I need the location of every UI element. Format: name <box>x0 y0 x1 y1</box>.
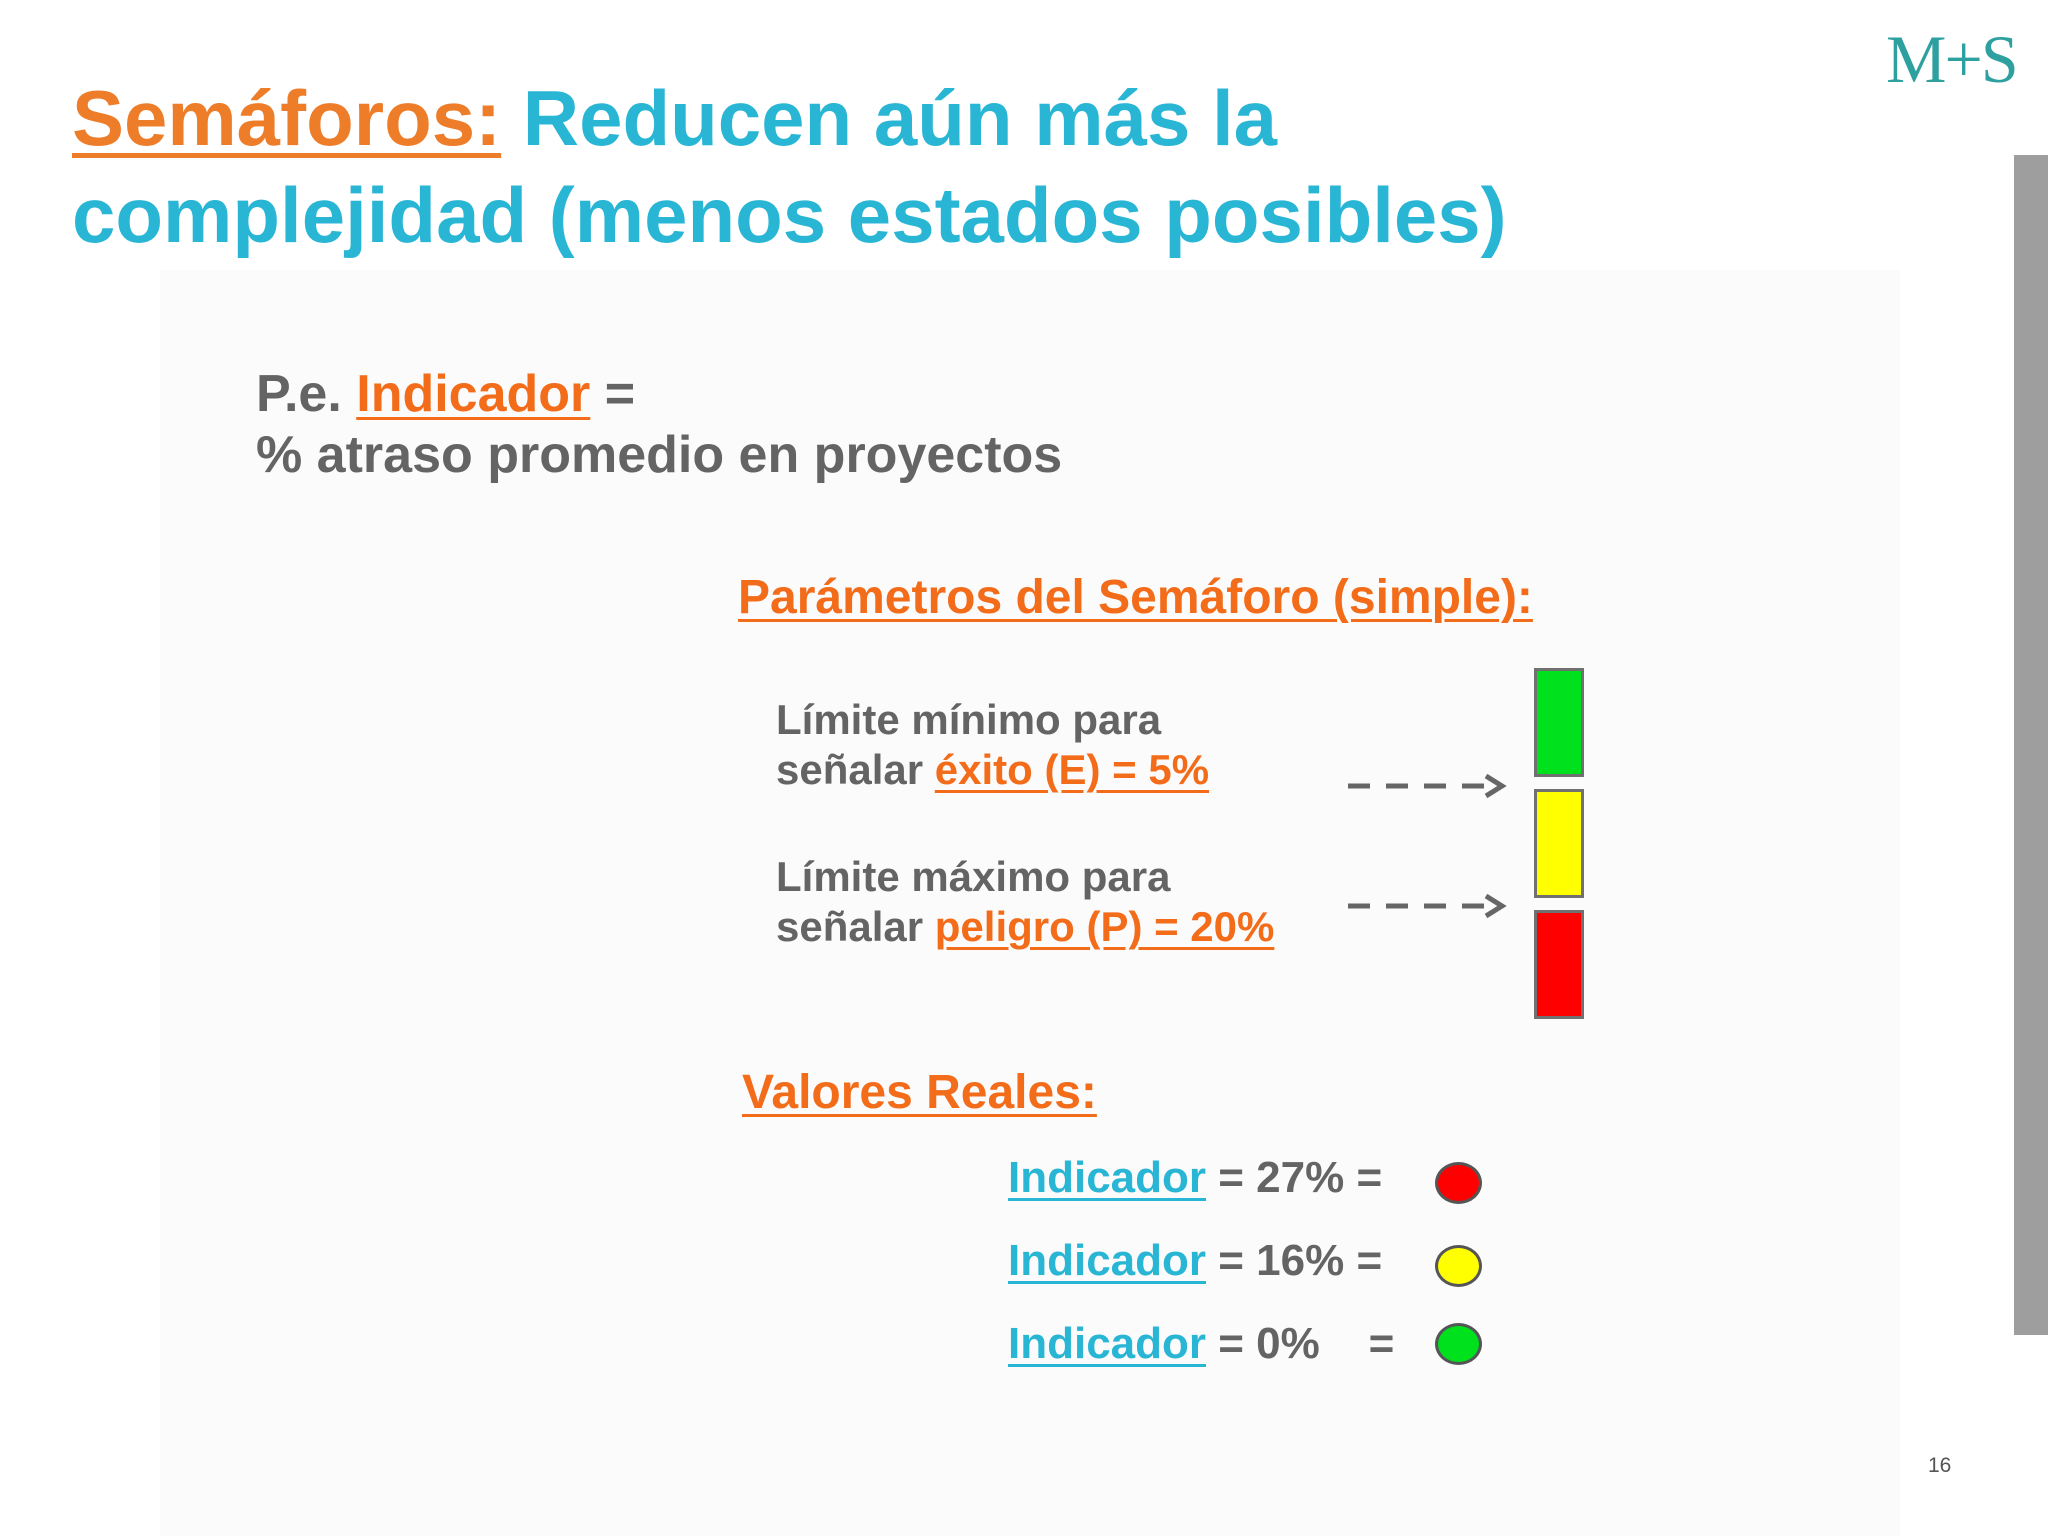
side-bar <box>2014 155 2048 1335</box>
limit-danger-value: peligro (P) = 20% <box>934 903 1275 950</box>
company-logo: M+S <box>1886 21 2019 97</box>
traffic-light-yellow <box>1534 789 1584 898</box>
title-line2: complejidad (menos estados posibles) <box>72 171 1507 259</box>
params-heading: Parámetros del Semáforo (simple): <box>738 571 1533 624</box>
traffic-light-red <box>1534 910 1584 1019</box>
real-value-row: Indicador = 27% = <box>1008 1153 1382 1203</box>
limit-success-line1: Límite mínimo para <box>776 696 1162 743</box>
reales-heading: Valores Reales: <box>742 1066 1097 1119</box>
indicator-definition: P.e. Indicador = % atraso promedio en pr… <box>256 364 1062 486</box>
slide-panel <box>160 270 1900 1536</box>
indicator-term: Indicador <box>356 365 591 423</box>
real-value-row: Indicador = 16% = <box>1008 1236 1382 1286</box>
real-value-text: = 16% = <box>1206 1236 1383 1285</box>
limit-danger: Límite máximo para señalar peligro (P) =… <box>776 852 1274 952</box>
title-highlight: Semáforos: <box>72 74 502 162</box>
limit-danger-line1: Límite máximo para <box>776 853 1171 900</box>
indicator-equals: = <box>590 365 636 423</box>
traffic-light-green <box>1534 668 1584 777</box>
limit-success-value: éxito (E) = 5% <box>934 746 1210 793</box>
status-dot-red <box>1435 1162 1482 1204</box>
dashed-arrow-icon <box>1348 773 1507 799</box>
status-dot-yellow <box>1435 1245 1482 1287</box>
real-value-row: Indicador = 0% = <box>1008 1319 1394 1369</box>
indicator-prefix: P.e. <box>256 365 357 423</box>
real-indicator-label: Indicador <box>1008 1319 1207 1368</box>
real-value-text: = 0% = <box>1206 1319 1395 1368</box>
limit-success: Límite mínimo para señalar éxito (E) = 5… <box>776 695 1209 795</box>
page-number: 16 <box>1928 1454 1952 1477</box>
real-indicator-label: Indicador <box>1008 1236 1207 1285</box>
dashed-arrow-icon <box>1348 893 1507 919</box>
status-dot-green <box>1435 1323 1482 1365</box>
slide-title: Semáforos: Reducen aún más la complejida… <box>72 70 1572 264</box>
real-value-text: = 27% = <box>1206 1153 1383 1202</box>
limit-danger-pre: señalar <box>776 903 935 950</box>
real-indicator-label: Indicador <box>1008 1153 1207 1202</box>
title-line1: Reducen aún más la <box>501 74 1278 162</box>
limit-success-pre: señalar <box>776 746 935 793</box>
indicator-description: % atraso promedio en proyectos <box>256 426 1063 484</box>
